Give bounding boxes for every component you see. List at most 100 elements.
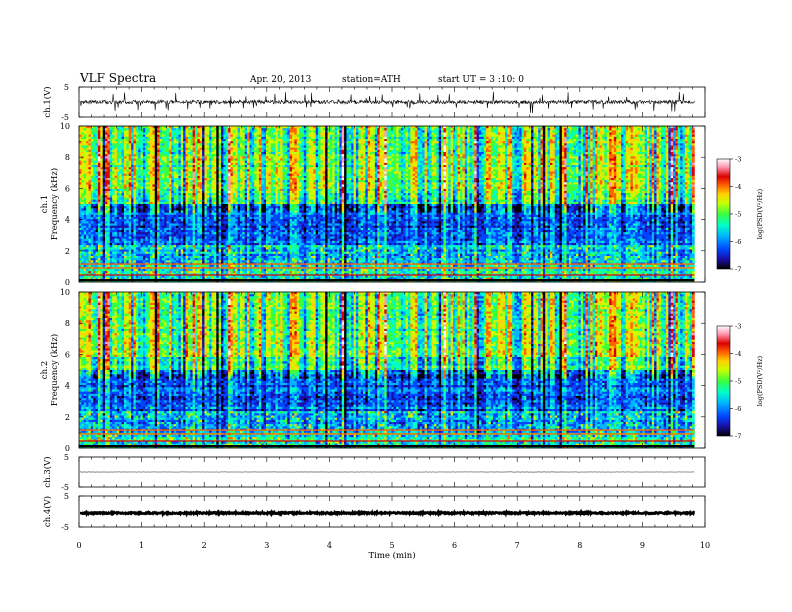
spec1-cell bbox=[167, 128, 170, 131]
spec1-cell bbox=[406, 130, 409, 133]
spec1-cell bbox=[548, 130, 551, 133]
spec1-cell bbox=[240, 128, 243, 131]
spec1-cell bbox=[443, 130, 446, 133]
spec1-cell bbox=[619, 130, 622, 133]
spec1-cell bbox=[564, 128, 567, 131]
spec1-cell bbox=[370, 130, 373, 133]
spec1-cell bbox=[181, 128, 184, 131]
spec1-cell bbox=[252, 133, 255, 136]
spec1-cell bbox=[356, 128, 359, 131]
spec1-cell bbox=[460, 128, 463, 131]
spec1-cell bbox=[339, 128, 342, 131]
spec1-cell bbox=[164, 128, 167, 131]
spec1-cell bbox=[477, 130, 480, 133]
spec1-cell bbox=[183, 133, 186, 136]
spec1-cell bbox=[290, 133, 293, 136]
spec1-cell bbox=[389, 128, 392, 131]
spec1-cell bbox=[152, 128, 155, 131]
spec1-cell bbox=[562, 128, 565, 131]
spec1-cell bbox=[204, 133, 207, 136]
spec1-cell bbox=[148, 133, 151, 136]
spec1-cell bbox=[538, 128, 541, 131]
spec1-cell bbox=[79, 128, 82, 131]
spec1-cell bbox=[133, 133, 136, 136]
spec1-cell bbox=[273, 128, 276, 131]
spec1-cell bbox=[337, 128, 340, 131]
spec1-cell bbox=[233, 133, 236, 136]
spec1-cell bbox=[673, 128, 676, 131]
spec1-cell bbox=[543, 130, 546, 133]
spec1-cell bbox=[294, 130, 297, 133]
spec1-cell bbox=[285, 128, 288, 131]
spec1-cell bbox=[164, 130, 167, 133]
spec1-cell bbox=[306, 128, 309, 131]
spec1-cell bbox=[531, 128, 534, 131]
spec1-cell bbox=[649, 130, 652, 133]
spec1-cell bbox=[299, 130, 302, 133]
spec1-cell bbox=[569, 128, 572, 131]
spec1-cell bbox=[344, 130, 347, 133]
spec1-cell bbox=[257, 130, 260, 133]
spec1-cell bbox=[126, 133, 129, 136]
spec1-cell bbox=[465, 128, 468, 131]
spec1-cell bbox=[524, 130, 527, 133]
spec1-cell bbox=[403, 130, 406, 133]
spec1-cell bbox=[486, 130, 489, 133]
spec1-cell bbox=[145, 130, 148, 133]
spec1-cell bbox=[287, 133, 290, 136]
spec1-cell bbox=[271, 133, 274, 136]
spec1-cell bbox=[387, 130, 390, 133]
spec1-cell bbox=[692, 130, 695, 133]
spec1-cell bbox=[621, 130, 624, 133]
spec1-cell bbox=[316, 128, 319, 131]
spec1-cell bbox=[124, 133, 127, 136]
spec1-cell bbox=[557, 128, 560, 131]
spec1-cell bbox=[200, 128, 203, 131]
spec1-cell bbox=[526, 128, 529, 131]
spec1-cell bbox=[510, 128, 513, 131]
date-label: Apr. 20, 2013 bbox=[249, 75, 312, 85]
spec1-cell bbox=[602, 128, 605, 131]
spec1-cell bbox=[209, 133, 212, 136]
spec1-cell bbox=[346, 128, 349, 131]
spec1-cell bbox=[602, 130, 605, 133]
spec1-cell bbox=[100, 128, 103, 131]
spec1-cell bbox=[380, 130, 383, 133]
spec1-cell bbox=[531, 130, 534, 133]
spec1-cell bbox=[635, 128, 638, 131]
spec1-cell bbox=[647, 128, 650, 131]
spec1-cell bbox=[190, 128, 193, 131]
spec1-cell bbox=[221, 133, 224, 136]
spec1-cell bbox=[107, 133, 110, 136]
spec1-cell bbox=[167, 133, 170, 136]
spec1-cell bbox=[616, 130, 619, 133]
spec1-cell bbox=[429, 128, 432, 131]
spec1-cell bbox=[235, 130, 238, 133]
spec1-cell bbox=[659, 130, 662, 133]
spec1-cell bbox=[552, 128, 555, 131]
spec1-cell bbox=[675, 130, 678, 133]
vlf-spectra-figure: VLF Spectra Apr. 20, 2013 station=ATH st… bbox=[0, 0, 792, 612]
spec1-cell bbox=[626, 130, 629, 133]
spec1-cell bbox=[493, 130, 496, 133]
spec1-cell bbox=[656, 128, 659, 131]
spec1-cell bbox=[292, 130, 295, 133]
spec1-cell bbox=[197, 128, 200, 131]
spec1-cell bbox=[311, 130, 314, 133]
spec1-cell bbox=[375, 128, 378, 131]
spec1-cell bbox=[420, 128, 423, 131]
spec1-cell bbox=[266, 130, 269, 133]
spec1-cell bbox=[197, 133, 200, 136]
spec1-cell bbox=[595, 128, 598, 131]
spec1-cell bbox=[564, 130, 567, 133]
spec1-cell bbox=[514, 128, 517, 131]
spec1-cell bbox=[406, 128, 409, 131]
spec1-cell bbox=[136, 128, 139, 131]
spec1-cell bbox=[363, 130, 366, 133]
spec1-cell bbox=[434, 130, 437, 133]
spec1-cell bbox=[207, 130, 210, 133]
spec1-cell bbox=[103, 130, 106, 133]
spec1-cell bbox=[680, 130, 683, 133]
spec1-cell bbox=[186, 130, 189, 133]
spec1-cell bbox=[112, 128, 115, 131]
